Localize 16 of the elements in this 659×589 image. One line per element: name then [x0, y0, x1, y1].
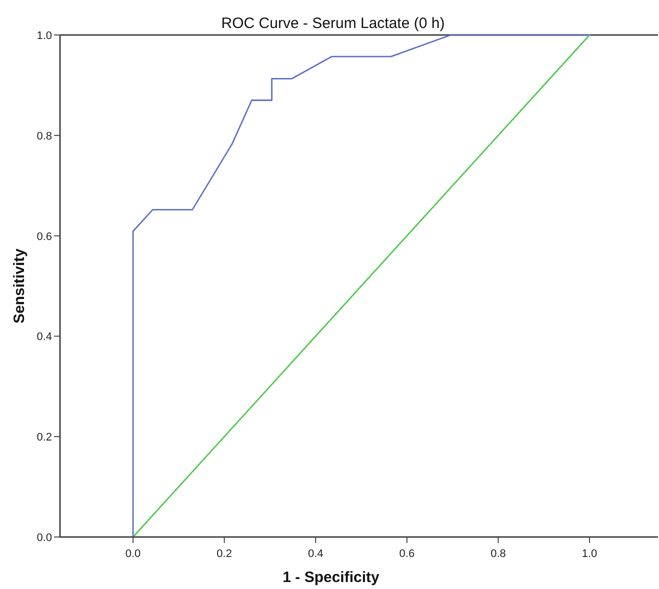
x-tick-label: 0.2 — [216, 548, 232, 560]
x-tick-label: 0.6 — [399, 548, 415, 560]
chart-title: ROC Curve - Serum Lactate (0 h) — [221, 15, 445, 32]
y-tick-label: 0.4 — [36, 331, 52, 344]
x-tick-label: 0.8 — [490, 548, 506, 560]
y-tick-label: 0.8 — [36, 130, 52, 142]
x-tick-label: 0.0 — [125, 548, 141, 560]
y-tick-label: 0.2 — [36, 432, 52, 444]
y-tick-label: 0.0 — [36, 532, 52, 544]
y-tick-label: 1.0 — [36, 30, 52, 42]
y-tick-label: 0.6 — [36, 230, 52, 243]
line-series — [132, 34, 590, 538]
x-tick-label: 1.0 — [582, 548, 598, 560]
x-tick-label: 0.4 — [308, 548, 324, 560]
y-axis-title: Sensitivity — [11, 248, 28, 324]
x-axis-title: 1 - Specificity — [282, 569, 380, 586]
